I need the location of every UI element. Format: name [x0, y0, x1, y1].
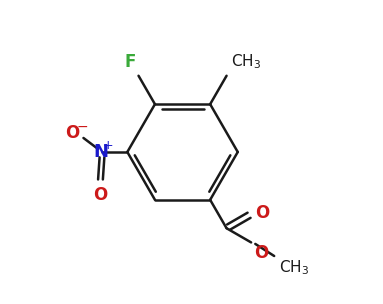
Text: −: −: [76, 120, 88, 134]
Text: N: N: [93, 143, 108, 161]
Text: O: O: [255, 204, 269, 222]
Text: +: +: [103, 139, 113, 152]
Text: CH$_3$: CH$_3$: [279, 258, 309, 277]
Text: O: O: [65, 124, 79, 142]
Text: CH$_3$: CH$_3$: [231, 53, 261, 71]
Text: O: O: [93, 186, 108, 204]
Text: F: F: [124, 53, 136, 71]
Text: O: O: [254, 244, 268, 262]
